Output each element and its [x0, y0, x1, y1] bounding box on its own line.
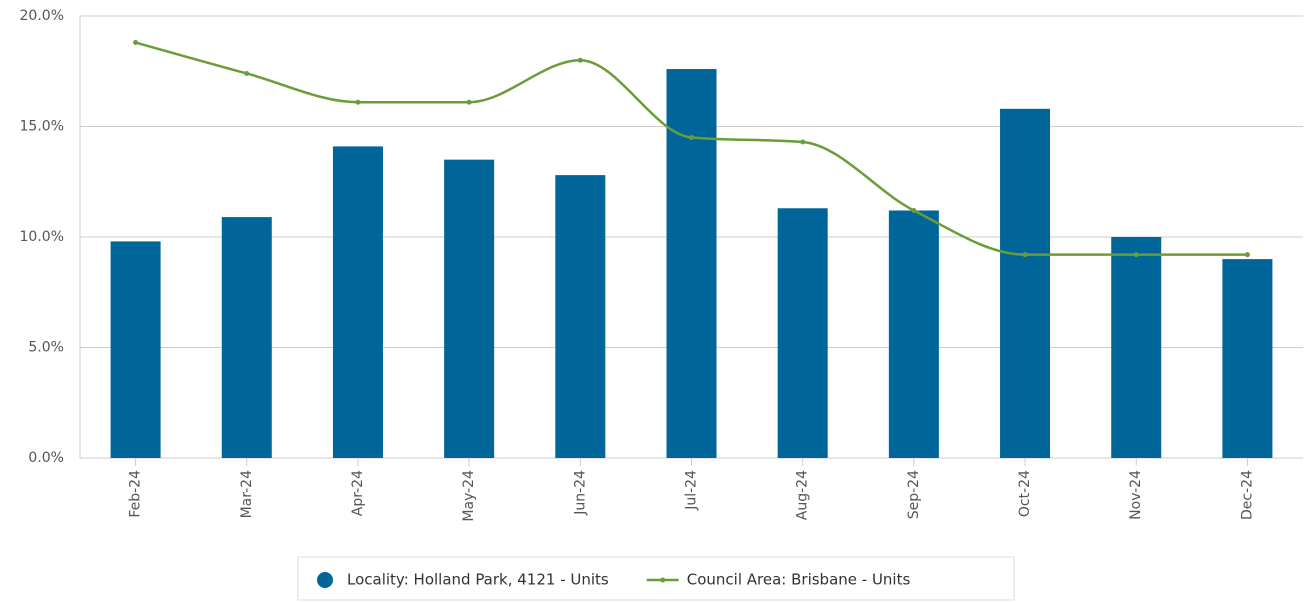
- bar: [444, 159, 495, 458]
- legend-marker: [317, 572, 333, 588]
- legend-marker: [660, 577, 666, 583]
- x-tick-label: Apr-24: [350, 470, 366, 516]
- x-tick-label: Dec-24: [1239, 470, 1255, 520]
- x-tick-label: Jul-24: [684, 470, 700, 511]
- bar: [555, 175, 606, 458]
- bar: [1222, 259, 1273, 458]
- x-tick-label: May-24: [461, 470, 477, 522]
- bar: [1111, 237, 1162, 458]
- x-tick-label: Jun-24: [572, 470, 588, 516]
- legend: Locality: Holland Park, 4121 - Units Coun…: [297, 556, 1015, 601]
- bar: [1000, 108, 1051, 458]
- line-point: [1022, 252, 1028, 258]
- bar: [110, 241, 161, 458]
- y-tick-label: 10.0%: [20, 229, 64, 245]
- bar: [221, 217, 272, 458]
- y-tick-label: 5.0%: [28, 340, 64, 356]
- line-point: [911, 207, 917, 213]
- y-tick-label: 15.0%: [20, 119, 64, 135]
- line-point: [1133, 252, 1139, 258]
- bar: [666, 69, 717, 458]
- x-tick-label: Feb-24: [128, 470, 144, 518]
- x-tick-label: Mar-24: [239, 470, 255, 518]
- line-point: [577, 57, 583, 63]
- bar: [332, 146, 383, 458]
- x-tick-label: Nov-24: [1128, 470, 1144, 520]
- line-point: [355, 99, 361, 105]
- bar: [777, 208, 828, 458]
- legend-label: Council Area: Brisbane - Units: [687, 571, 911, 589]
- y-tick-label: 20.0%: [20, 8, 64, 24]
- line-point: [1244, 252, 1250, 258]
- line-point: [244, 70, 250, 76]
- x-tick-label: Aug-24: [795, 470, 811, 520]
- line-point: [133, 40, 139, 46]
- x-tick-label: Oct-24: [1017, 470, 1033, 517]
- line-point: [689, 135, 694, 141]
- line-point: [466, 99, 472, 105]
- line-point: [800, 139, 806, 145]
- bar: [888, 210, 939, 458]
- legend-label: Locality: Holland Park, 4121 - Units: [347, 571, 609, 589]
- legend-box: [297, 556, 1015, 601]
- x-tick-label: Sep-24: [906, 470, 922, 519]
- y-tick-label: 0.0%: [28, 450, 64, 466]
